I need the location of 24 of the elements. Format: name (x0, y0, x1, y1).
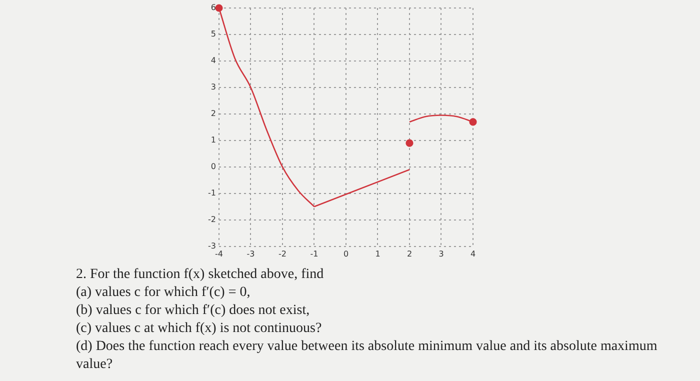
y-tick-label: -3 (208, 241, 216, 250)
x-tick-label: 2 (406, 249, 412, 258)
y-tick-label: -1 (208, 188, 216, 198)
text: (c) values c at which f(x) is not continuous? (76, 320, 323, 338)
y-tick-label: 6 (210, 3, 216, 12)
x-tick-label: -1 (310, 249, 318, 258)
x-tick-label: -2 (278, 249, 286, 258)
y-tick-label: 1 (210, 136, 216, 145)
text: (a) values c for which f′(c) = 0, (76, 284, 252, 302)
x-tick-label: 0 (343, 249, 349, 258)
y-tick-label: 3 (210, 82, 216, 92)
x-tick-label: -3 (246, 249, 255, 258)
y-tick-label: 4 (210, 56, 216, 66)
x-tick-label: -4 (214, 249, 223, 258)
x-tick-label: 3 (438, 249, 444, 258)
y-tick-label: 2 (210, 109, 216, 118)
y-tick-label: -2 (208, 214, 216, 224)
x-tick-label: 4 (470, 249, 476, 258)
x-tick-label: 1 (375, 249, 380, 258)
y-tick-label: 5 (210, 30, 216, 39)
text: (d) Does the function reach every value between its absolute minimum value and its absolute maximum value? (76, 338, 658, 374)
y-tick-label: 0 (210, 162, 216, 172)
text: 2. For the function f(x) sketched above, find (76, 266, 325, 284)
text: (b) values c for which f′(c) does not exist, (76, 302, 311, 320)
